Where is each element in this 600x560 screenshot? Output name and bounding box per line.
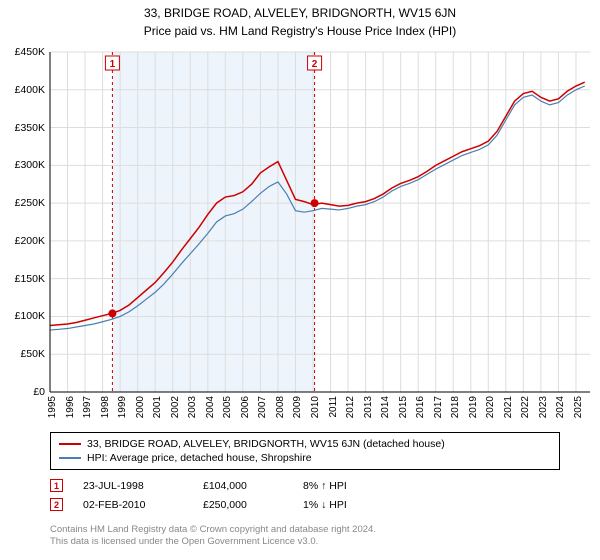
xtick-label: 2025 xyxy=(573,396,584,418)
legend-swatch xyxy=(59,443,81,445)
ytick-label: £250K xyxy=(15,197,45,209)
sale-marker: 2 xyxy=(50,498,63,511)
xtick-label: 2017 xyxy=(433,396,444,418)
xtick-label: 2002 xyxy=(170,396,181,418)
sale-marker: 1 xyxy=(50,479,63,492)
xtick-label: 2006 xyxy=(240,396,251,418)
legend-row: 33, BRIDGE ROAD, ALVELEY, BRIDGNORTH, WV… xyxy=(59,437,551,451)
xtick-label: 2001 xyxy=(152,396,163,418)
xtick-label: 2016 xyxy=(415,396,426,418)
xtick-label: 2005 xyxy=(222,396,233,418)
legend-row: HPI: Average price, detached house, Shro… xyxy=(59,451,551,465)
footer-line2: This data is licensed under the Open Gov… xyxy=(50,536,560,548)
xtick-label: 2018 xyxy=(450,396,461,418)
xtick-label: 1999 xyxy=(117,396,128,418)
sale-diff: 1% ↓ HPI xyxy=(303,499,383,511)
sale-date: 23-JUL-1998 xyxy=(83,480,183,492)
xtick-label: 1997 xyxy=(82,396,93,418)
sale-diff: 8% ↑ HPI xyxy=(303,480,383,492)
xtick-label: 1998 xyxy=(100,396,111,418)
ytick-label: £400K xyxy=(15,84,45,96)
xtick-label: 2010 xyxy=(310,396,321,418)
sales-table: 1 23-JUL-1998 £104,000 8% ↑ HPI 2 02-FEB-2010… xyxy=(50,476,560,514)
sale-price: £250,000 xyxy=(203,499,283,511)
ytick-label: £100K xyxy=(15,310,45,322)
xtick-label: 2021 xyxy=(503,396,514,418)
ytick-label: £50K xyxy=(20,348,45,360)
xtick-label: 2011 xyxy=(328,396,339,418)
chart-title: 33, BRIDGE ROAD, ALVELEY, BRIDGNORTH, WV… xyxy=(0,0,600,20)
xtick-label: 2019 xyxy=(468,396,479,418)
footer-line1: Contains HM Land Registry data © Crown c… xyxy=(50,524,560,536)
xtick-label: 2003 xyxy=(187,396,198,418)
legend-label: HPI: Average price, detached house, Shro… xyxy=(87,452,312,464)
chart-area: 12 £0£50K£100K£150K£200K£250K£300K£350K£… xyxy=(0,44,600,424)
legend: 33, BRIDGE ROAD, ALVELEY, BRIDGNORTH, WV… xyxy=(50,432,560,470)
ytick-label: £350K xyxy=(15,122,45,134)
xtick-label: 2007 xyxy=(257,396,268,418)
ytick-label: £300K xyxy=(15,159,45,171)
xtick-label: 2024 xyxy=(555,396,566,418)
xtick-label: 2014 xyxy=(380,396,391,418)
ytick-label: £150K xyxy=(15,273,45,285)
xtick-label: 2013 xyxy=(363,396,374,418)
footer: Contains HM Land Registry data © Crown c… xyxy=(50,524,560,549)
xtick-label: 2004 xyxy=(205,396,216,418)
sale-date: 02-FEB-2010 xyxy=(83,499,183,511)
legend-label: 33, BRIDGE ROAD, ALVELEY, BRIDGNORTH, WV… xyxy=(87,438,445,450)
ytick-label: £200K xyxy=(15,235,45,247)
xtick-label: 2020 xyxy=(485,396,496,418)
sale-row: 1 23-JUL-1998 £104,000 8% ↑ HPI xyxy=(50,476,560,495)
xtick-label: 2009 xyxy=(292,396,303,418)
ytick-label: £450K xyxy=(15,46,45,58)
xtick-label: 1995 xyxy=(47,396,58,418)
xtick-label: 2023 xyxy=(538,396,549,418)
xtick-label: 2008 xyxy=(275,396,286,418)
ytick-label: £0 xyxy=(33,386,45,398)
xtick-label: 2000 xyxy=(135,396,146,418)
xtick-label: 2022 xyxy=(520,396,531,418)
svg-text:1: 1 xyxy=(110,59,116,70)
chart-subtitle: Price paid vs. HM Land Registry's House … xyxy=(0,20,600,44)
sale-row: 2 02-FEB-2010 £250,000 1% ↓ HPI xyxy=(50,495,560,514)
sale-price: £104,000 xyxy=(203,480,283,492)
legend-swatch xyxy=(59,457,81,459)
svg-text:2: 2 xyxy=(312,59,318,70)
xtick-label: 2015 xyxy=(398,396,409,418)
xtick-label: 2012 xyxy=(345,396,356,418)
chart-svg: 12 xyxy=(0,44,600,424)
xtick-label: 1996 xyxy=(65,396,76,418)
